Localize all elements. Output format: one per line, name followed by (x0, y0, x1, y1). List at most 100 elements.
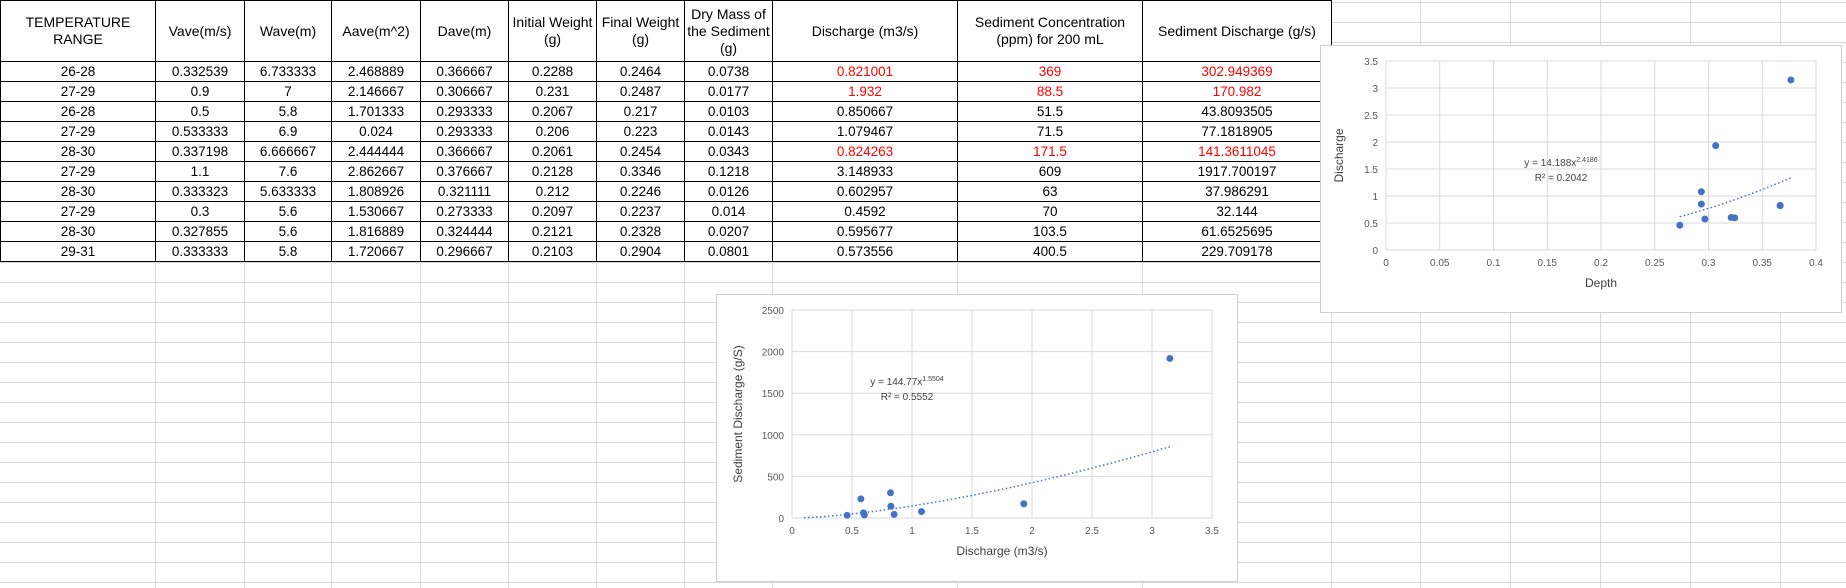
table-cell[interactable]: 369 (957, 61, 1143, 82)
column-header[interactable]: Sediment Concentration (ppm) for 200 mL (957, 0, 1143, 62)
table-cell[interactable]: 2.146667 (331, 81, 421, 102)
table-cell[interactable]: 0.2328 (596, 221, 685, 242)
table-cell[interactable]: 0.0207 (684, 221, 773, 242)
table-cell[interactable]: 0.273333 (420, 201, 509, 222)
table-cell[interactable]: 88.5 (957, 81, 1143, 102)
table-cell[interactable]: 0.376667 (420, 161, 509, 182)
table-cell[interactable]: 29-31 (0, 241, 156, 262)
table-cell[interactable]: 0.2121 (508, 221, 597, 242)
table-cell[interactable]: 1.720667 (331, 241, 421, 262)
table-cell[interactable]: 5.633333 (244, 181, 332, 202)
table-cell[interactable]: 6.666667 (244, 141, 332, 162)
table-cell[interactable]: 6.733333 (244, 61, 332, 82)
table-cell[interactable]: 0.296667 (420, 241, 509, 262)
table-cell[interactable]: 61.6525695 (1142, 221, 1332, 242)
table-cell[interactable]: 27-29 (0, 161, 156, 182)
table-cell[interactable]: 0.0738 (684, 61, 773, 82)
table-cell[interactable]: 28-30 (0, 141, 156, 162)
column-header[interactable]: Vave(m/s) (155, 0, 245, 62)
table-cell[interactable]: 0.2487 (596, 81, 685, 102)
table-cell[interactable]: 0.602957 (772, 181, 958, 202)
table-cell[interactable]: 0.0801 (684, 241, 773, 262)
table-cell[interactable]: 609 (957, 161, 1143, 182)
table-cell[interactable]: 1.530667 (331, 201, 421, 222)
table-cell[interactable]: 0.324444 (420, 221, 509, 242)
table-cell[interactable]: 0.2061 (508, 141, 597, 162)
table-cell[interactable]: 1.816889 (331, 221, 421, 242)
table-cell[interactable]: 63 (957, 181, 1143, 202)
table-cell[interactable]: 0.366667 (420, 141, 509, 162)
table-cell[interactable]: 28-30 (0, 181, 156, 202)
table-cell[interactable]: 0.9 (155, 81, 245, 102)
table-cell[interactable]: 5.8 (244, 241, 332, 262)
table-cell[interactable]: 0.5 (155, 101, 245, 122)
table-cell[interactable]: 400.5 (957, 241, 1143, 262)
table-cell[interactable]: 141.3611045 (1142, 141, 1332, 162)
table-cell[interactable]: 0.306667 (420, 81, 509, 102)
discharge-sediment-chart[interactable]: 0 0.5 1 1.5 2 2.5 3 3.5 0 500 1000 1500 2000 2500 Disc… (716, 294, 1238, 582)
table-cell[interactable]: 0.333323 (155, 181, 245, 202)
column-header[interactable]: Dry Mass of the Sediment (g) (684, 0, 773, 62)
table-cell[interactable]: 5.6 (244, 221, 332, 242)
column-header[interactable]: Sediment Discharge (g/s) (1142, 0, 1332, 62)
table-cell[interactable]: 1.808926 (331, 181, 421, 202)
column-header[interactable]: Initial Weight (g) (508, 0, 597, 62)
table-cell[interactable]: 0.2454 (596, 141, 685, 162)
table-cell[interactable]: 5.6 (244, 201, 332, 222)
column-header[interactable]: TEMPERATURE RANGE (0, 0, 156, 62)
table-cell[interactable]: 0.533333 (155, 121, 245, 142)
table-cell[interactable]: 0.850667 (772, 101, 958, 122)
table-cell[interactable]: 0.014 (684, 201, 773, 222)
table-cell[interactable]: 27-29 (0, 121, 156, 142)
table-cell[interactable]: 0.206 (508, 121, 597, 142)
table-cell[interactable]: 2.444444 (331, 141, 421, 162)
table-cell[interactable]: 0.327855 (155, 221, 245, 242)
table-cell[interactable]: 0.1218 (684, 161, 773, 182)
table-cell[interactable]: 0.824263 (772, 141, 958, 162)
table-cell[interactable]: 0.0103 (684, 101, 773, 122)
table-cell[interactable]: 0.0177 (684, 81, 773, 102)
table-cell[interactable]: 0.321111 (420, 181, 509, 202)
table-cell[interactable]: 0.2904 (596, 241, 685, 262)
table-cell[interactable]: 1.701333 (331, 101, 421, 122)
table-cell[interactable]: 77.1818905 (1142, 121, 1332, 142)
table-cell[interactable]: 0.231 (508, 81, 597, 102)
table-cell[interactable]: 28-30 (0, 221, 156, 242)
table-cell[interactable]: 0.595677 (772, 221, 958, 242)
table-cell[interactable]: 2.862667 (331, 161, 421, 182)
table-cell[interactable]: 3.148933 (772, 161, 958, 182)
column-header[interactable]: Wave(m) (244, 0, 332, 62)
table-cell[interactable]: 302.949369 (1142, 61, 1332, 82)
table-cell[interactable]: 2.468889 (331, 61, 421, 82)
table-cell[interactable]: 1.932 (772, 81, 958, 102)
table-cell[interactable]: 27-29 (0, 81, 156, 102)
column-header[interactable]: Final Weight (g) (596, 0, 685, 62)
table-cell[interactable]: 0.2103 (508, 241, 597, 262)
table-cell[interactable]: 7 (244, 81, 332, 102)
table-cell[interactable]: 32.144 (1142, 201, 1332, 222)
table-cell[interactable]: 229.709178 (1142, 241, 1332, 262)
table-cell[interactable]: 6.9 (244, 121, 332, 142)
table-cell[interactable]: 7.6 (244, 161, 332, 182)
table-cell[interactable]: 0.024 (331, 121, 421, 142)
table-cell[interactable]: 0.821001 (772, 61, 958, 82)
table-cell[interactable]: 0.3 (155, 201, 245, 222)
table-cell[interactable]: 0.2097 (508, 201, 597, 222)
table-cell[interactable]: 1917.700197 (1142, 161, 1332, 182)
table-cell[interactable]: 0.0343 (684, 141, 773, 162)
column-header[interactable]: Dave(m) (420, 0, 509, 62)
table-cell[interactable]: 0.573556 (772, 241, 958, 262)
table-cell[interactable]: 0.333333 (155, 241, 245, 262)
table-cell[interactable]: 0.4592 (772, 201, 958, 222)
table-cell[interactable]: 26-28 (0, 101, 156, 122)
table-cell[interactable]: 0.217 (596, 101, 685, 122)
table-cell[interactable]: 0.293333 (420, 121, 509, 142)
table-cell[interactable]: 0.0143 (684, 121, 773, 142)
table-cell[interactable]: 1.079467 (772, 121, 958, 142)
table-cell[interactable]: 70 (957, 201, 1143, 222)
column-header[interactable]: Aave(m^2) (331, 0, 421, 62)
table-cell[interactable]: 0.2128 (508, 161, 597, 182)
table-cell[interactable]: 26-28 (0, 61, 156, 82)
column-header[interactable]: Discharge (m3/s) (772, 0, 958, 62)
table-cell[interactable]: 0.2237 (596, 201, 685, 222)
